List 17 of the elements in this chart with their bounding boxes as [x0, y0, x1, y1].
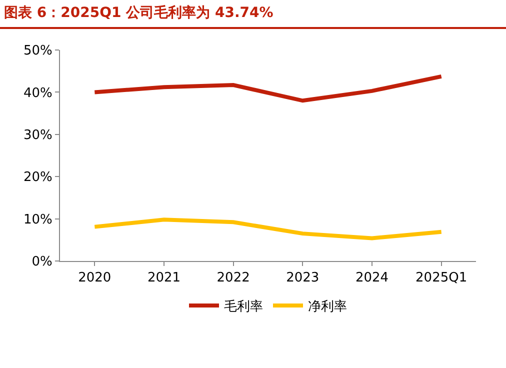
y-tick-label: 40% [23, 86, 52, 101]
x-tick-label: 2020 [78, 270, 112, 286]
legend-label: 毛利率 [224, 298, 263, 315]
x-tick-label: 2024 [355, 270, 389, 286]
y-tick-label: 10% [23, 212, 52, 228]
x-tick-label: 2021 [147, 270, 181, 286]
x-tick-label: 2022 [216, 270, 250, 286]
line-series [92, 74, 444, 103]
y-tick-label: 50% [23, 44, 52, 59]
x-tick-label: 2023 [286, 270, 320, 286]
x-tick-label: 2025Q1 [416, 270, 468, 286]
y-tick-label: 0% [32, 254, 52, 270]
chart-title: 图表 6：2025Q1 公司毛利率为 43.74% [4, 4, 274, 22]
line-series [92, 218, 444, 240]
y-tick-label: 30% [23, 128, 52, 143]
legend-label: 净利率 [308, 298, 347, 315]
y-tick-label: 20% [23, 170, 52, 186]
